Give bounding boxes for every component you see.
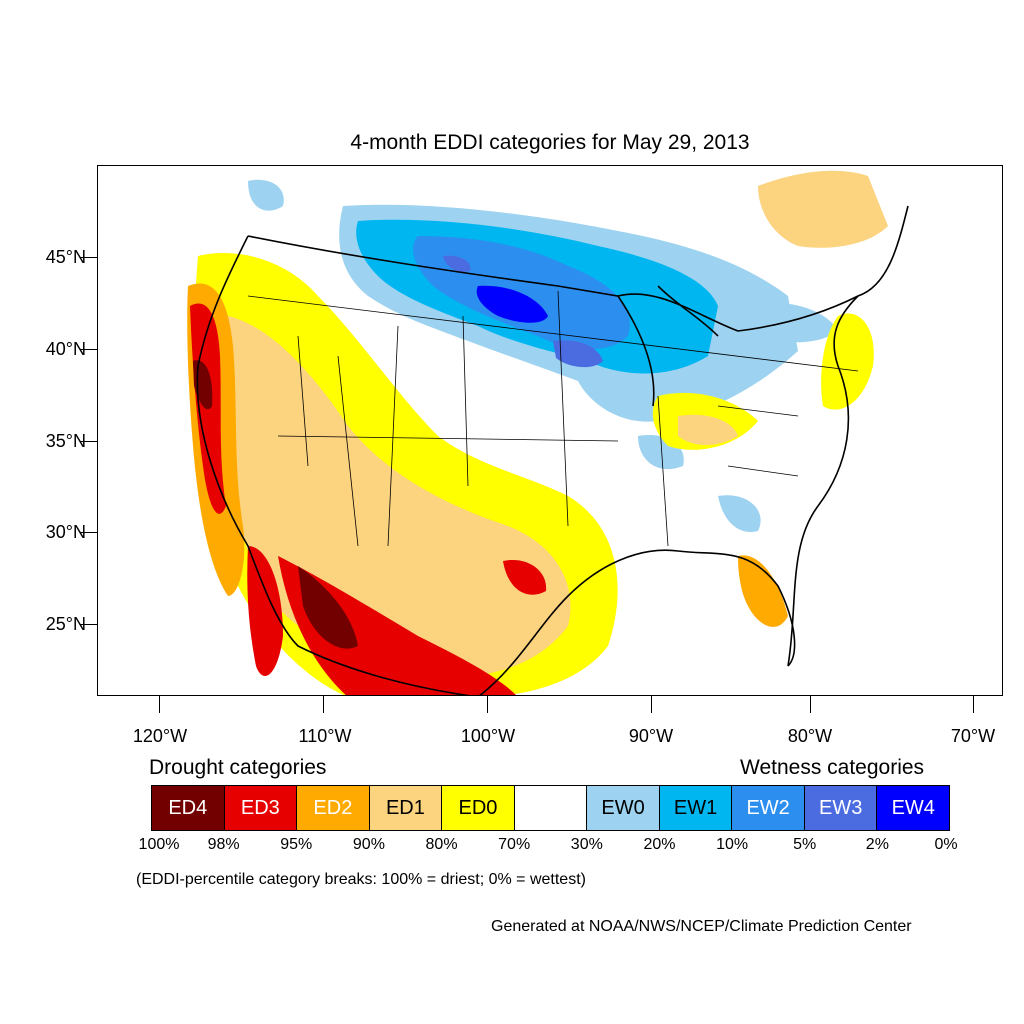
legend-box-ew2: EW2 — [732, 786, 805, 830]
percent-break-label: 90% — [352, 836, 385, 853]
legend-box-ed3: ED3 — [224, 786, 298, 830]
legend-box-neutral — [514, 786, 588, 830]
percent-break-label: 10% — [716, 836, 749, 853]
percent-break-label: 2% — [865, 836, 889, 853]
lat-tick — [80, 349, 97, 350]
lat-tick — [80, 441, 97, 442]
lon-tick — [973, 696, 974, 713]
legend-box-ed1: ED1 — [369, 786, 443, 830]
percent-break-label: 0% — [934, 836, 958, 853]
wetness-categories-heading: Wetness categories — [740, 756, 925, 779]
category-note: (EDDI-percentile category breaks: 100% =… — [136, 871, 586, 888]
credit-line: Generated at NOAA/NWS/NCEP/Climate Predi… — [491, 918, 912, 935]
lat-tick — [80, 624, 97, 625]
legend-box-ed2: ED2 — [297, 786, 370, 830]
drought-categories-heading: Drought categories — [149, 756, 327, 779]
lon-tick — [323, 696, 324, 713]
percent-break-label: 95% — [280, 836, 313, 853]
map-title: 4-month EDDI categories for May 29, 2013 — [350, 131, 750, 154]
conus-eddi-map-graphic — [187, 170, 909, 695]
lon-tick — [810, 696, 811, 713]
lon-tick — [651, 696, 652, 713]
legend-box-ed4: ED4 — [152, 786, 225, 830]
lat-label: 40°N — [45, 339, 86, 359]
legend-box-ew4: EW4 — [877, 786, 950, 830]
percent-break-label: 80% — [425, 836, 458, 853]
lon-label: 100°W — [460, 726, 516, 746]
percent-break-label: 5% — [793, 836, 817, 853]
eddi-map — [97, 165, 1003, 696]
percent-break-label: 20% — [643, 836, 676, 853]
lon-label: 90°W — [628, 726, 674, 746]
lon-label: 70°W — [950, 726, 996, 746]
lat-label: 25°N — [45, 614, 86, 634]
lon-label: 110°W — [298, 726, 352, 746]
percent-break-label: 100% — [138, 836, 180, 853]
lat-tick — [80, 257, 97, 258]
percent-break-label: 30% — [570, 836, 603, 853]
percent-break-label: 70% — [498, 836, 531, 853]
lon-tick — [487, 696, 488, 713]
legend-box-ed0: ED0 — [442, 786, 515, 830]
lon-label: 120°W — [132, 726, 188, 746]
lat-label: 30°N — [45, 522, 86, 542]
lat-tick — [80, 532, 97, 533]
legend-box-ew3: EW3 — [804, 786, 878, 830]
legend-box-ew0: EW0 — [587, 786, 660, 830]
category-legend: ED4 ED3 ED2 ED1 ED0 EW0 EW1 EW2 EW3 EW4 — [151, 785, 950, 831]
percent-break-label: 98% — [207, 836, 240, 853]
lon-label: 80°W — [787, 726, 833, 746]
lon-tick — [159, 696, 160, 713]
legend-box-ew1: EW1 — [659, 786, 733, 830]
lat-label: 35°N — [45, 431, 86, 451]
lat-label: 45°N — [45, 247, 86, 267]
